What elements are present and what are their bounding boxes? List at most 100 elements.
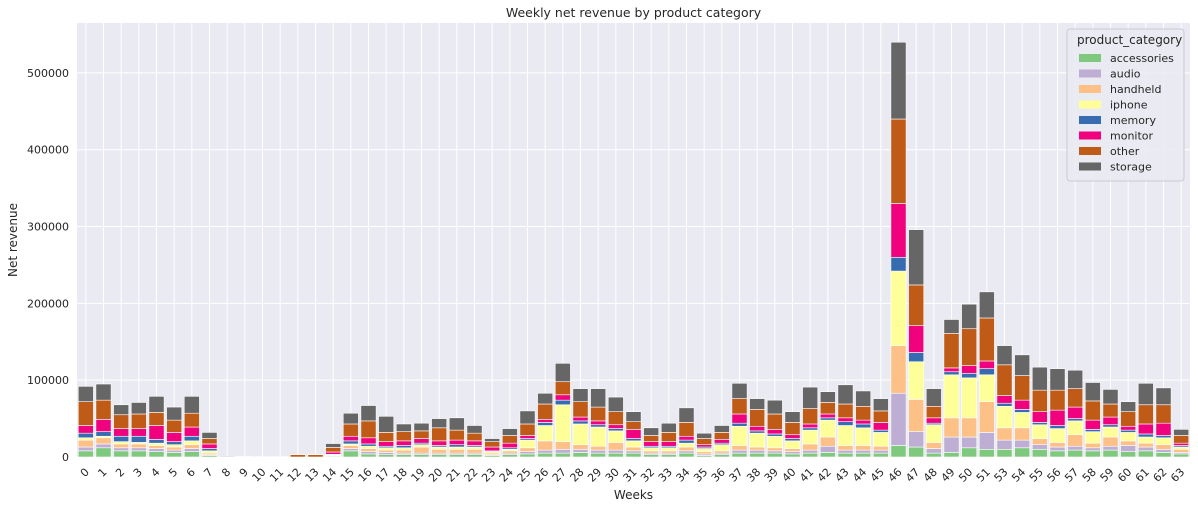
bar-segment-iphone	[961, 377, 978, 419]
bar-segment-monitor	[1067, 406, 1084, 419]
bar-segment-other	[448, 429, 465, 441]
bar-segment-iphone	[925, 424, 942, 443]
bar-segment-accessories	[537, 452, 554, 458]
bar-segment-other	[819, 402, 836, 415]
bar-segment-handheld	[731, 445, 748, 451]
bar-segment-memory	[766, 433, 783, 437]
bar-segment-monitor	[201, 443, 218, 449]
bar-segment-other	[678, 422, 695, 437]
bar-segment-audio	[183, 448, 200, 452]
bar-segment-other	[643, 435, 660, 442]
bar-segment-iphone	[360, 445, 377, 449]
bar-segment-handheld	[978, 401, 995, 433]
bar-segment-iphone	[749, 432, 766, 448]
bar-segment-monitor	[1014, 399, 1031, 410]
bar-segment-other	[395, 431, 412, 442]
bar-segment-monitor	[1120, 425, 1137, 431]
bar-segment-audio	[95, 443, 112, 449]
bar-segment-handheld	[413, 446, 430, 454]
bar-segment-storage	[537, 392, 554, 405]
bar-segment-other	[784, 422, 801, 436]
bar-segment-storage	[360, 405, 377, 422]
bar-segment-iphone	[1173, 446, 1190, 450]
bar-segment-accessories	[819, 452, 836, 458]
bar-segment-other	[325, 447, 342, 453]
bar-segment-audio	[590, 449, 607, 454]
bar-segment-storage	[1014, 354, 1031, 376]
bar-segment-other	[130, 413, 147, 429]
bar-segment-handheld	[837, 445, 854, 451]
bar-segment-other	[625, 421, 642, 430]
bar-segment-monitor	[360, 437, 377, 445]
bar-segment-iphone	[855, 427, 872, 446]
bar-segment-audio	[1137, 446, 1154, 452]
bar-segment-accessories	[855, 452, 872, 458]
bar-segment-storage	[749, 398, 766, 410]
bar-segment-handheld	[590, 445, 607, 451]
bar-segment-storage	[219, 455, 236, 458]
bar-segment-memory	[749, 430, 766, 434]
bar-segment-audio	[766, 450, 783, 454]
legend-label-other: other	[1110, 145, 1140, 158]
legend-items: accessories audio handheld iphone memory moni…	[1079, 52, 1174, 174]
bar-segment-memory	[837, 421, 854, 426]
bar-segment-monitor	[590, 420, 607, 426]
bar-segment-other	[855, 406, 872, 421]
bar-segment-audio	[572, 449, 589, 453]
bar-segment-iphone	[731, 425, 748, 446]
bar-segment-monitor	[95, 419, 112, 432]
bar-segment-memory	[731, 422, 748, 427]
bar-segment-monitor	[660, 441, 677, 447]
y-tick-label: 0	[62, 451, 69, 464]
bar-segment-monitor	[996, 395, 1013, 404]
bar-segment-storage	[855, 390, 872, 407]
bar-segment-other	[1120, 411, 1137, 427]
bar-segment-handheld	[749, 446, 766, 451]
legend-swatch-memory	[1079, 116, 1101, 124]
bar-segment-storage	[1173, 429, 1190, 436]
bar-segment-other	[77, 401, 94, 426]
bar-segment-handheld	[554, 441, 571, 450]
bar-segment-audio	[1031, 444, 1048, 450]
bar-segment-handheld	[183, 444, 200, 449]
bar-segment-monitor	[855, 419, 872, 425]
bar-segment-audio	[890, 392, 907, 446]
bar-segment-iphone	[607, 430, 624, 443]
bar-segment-handheld	[696, 451, 713, 455]
bar-segment-audio	[519, 451, 536, 455]
bar-segment-monitor	[537, 419, 554, 423]
bar-segment-iphone	[908, 361, 925, 400]
bar-segment-memory	[77, 432, 94, 439]
bar-segment-memory	[784, 438, 801, 442]
legend-swatch-other	[1079, 147, 1101, 155]
bar-segment-handheld	[77, 439, 94, 448]
bar-segment-other	[696, 438, 713, 446]
bar-segment-memory	[183, 435, 200, 442]
bar-segment-other	[872, 410, 889, 423]
bar-segment-handheld	[572, 444, 589, 450]
bar-segment-storage	[201, 432, 218, 439]
bar-segment-audio	[819, 445, 836, 453]
bar-segment-accessories	[872, 452, 889, 458]
bar-segment-monitor	[766, 429, 783, 435]
bar-segment-handheld	[448, 449, 465, 454]
bar-segment-memory	[360, 443, 377, 447]
bar-segment-audio	[678, 450, 695, 454]
bar-segment-other	[925, 406, 942, 419]
bar-segment-audio	[166, 449, 183, 453]
bar-segment-monitor	[943, 367, 960, 373]
bar-segment-iphone	[378, 447, 395, 451]
bar-segment-handheld	[113, 443, 130, 449]
bar-segment-other	[802, 408, 819, 425]
bar-segment-memory	[1014, 409, 1031, 413]
y-tick-label: 500000	[27, 67, 69, 80]
bar-segment-iphone	[1014, 412, 1031, 429]
bar-segment-memory	[1031, 422, 1048, 426]
bar-segment-monitor	[607, 424, 624, 429]
bar-segment-memory	[572, 420, 589, 425]
bar-segment-monitor	[325, 451, 342, 455]
bar-segment-other	[166, 419, 183, 433]
bar-segment-other	[1067, 388, 1084, 408]
bar-segment-accessories	[749, 452, 766, 458]
bar-segment-memory	[395, 445, 412, 449]
